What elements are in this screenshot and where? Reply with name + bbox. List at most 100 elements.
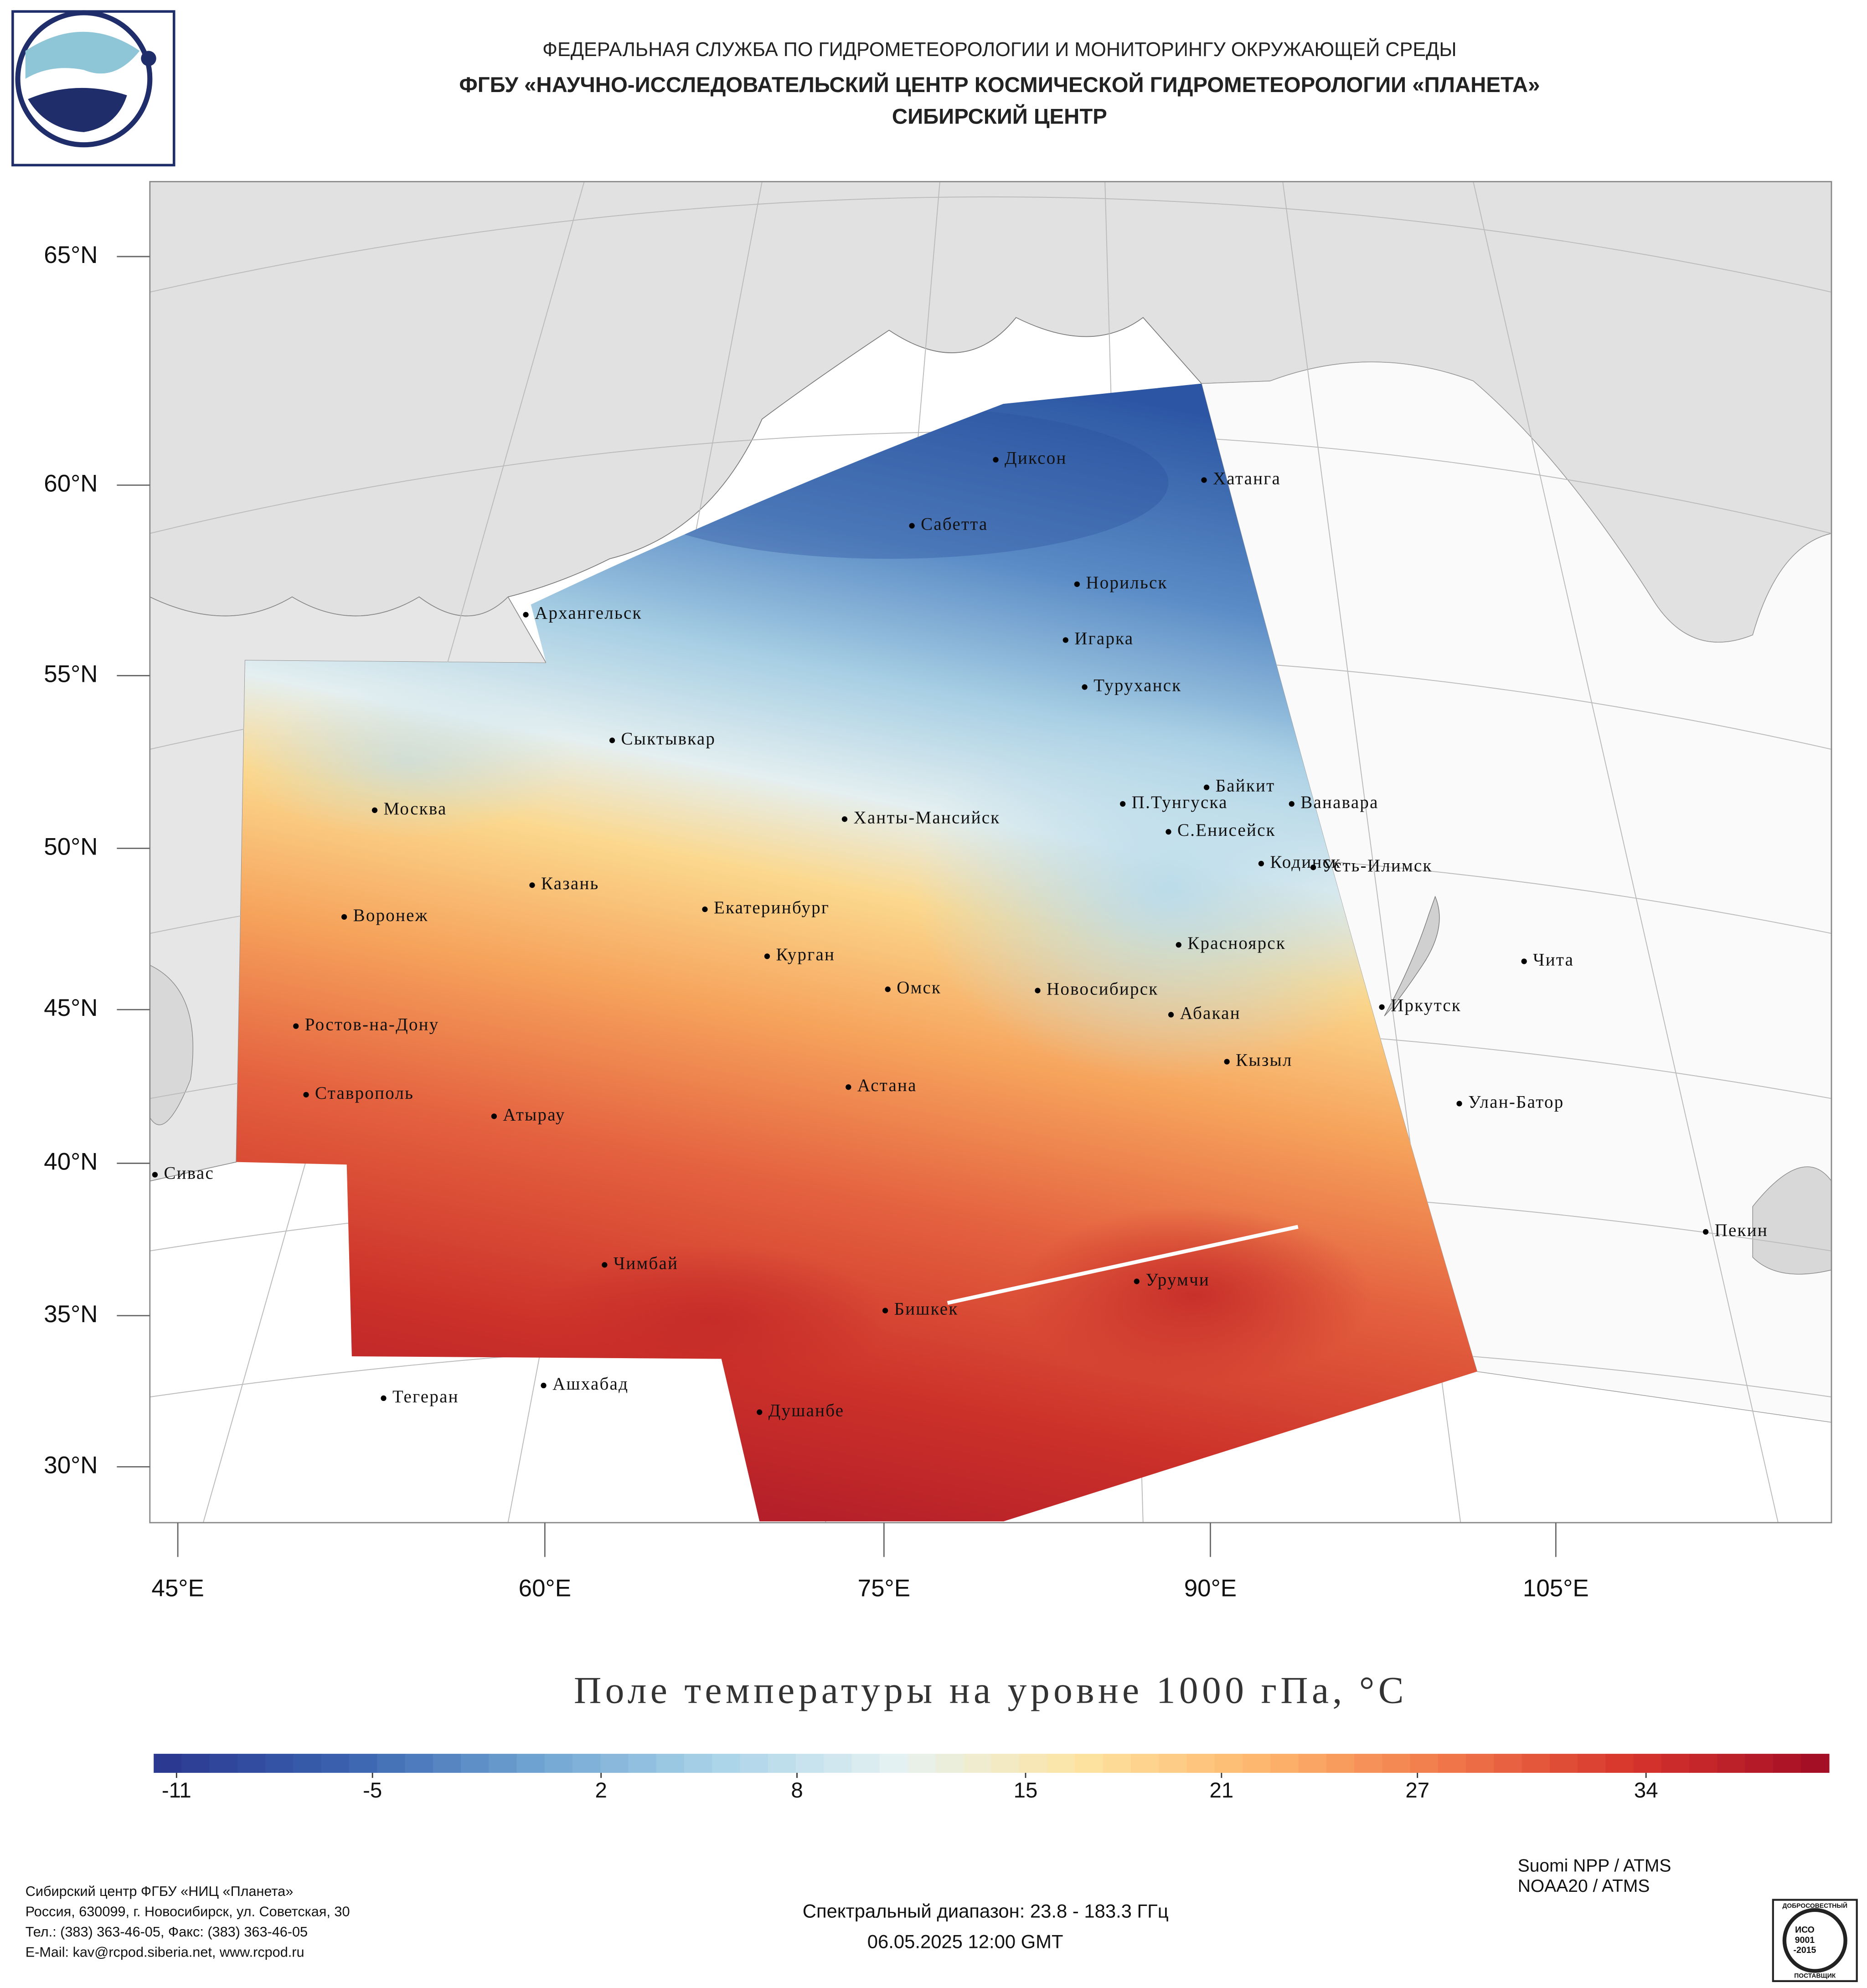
badge-text: ПОСТАВЩИК [1794, 1972, 1836, 1979]
lon-label: 75°E [858, 1575, 910, 1602]
city-dot [764, 953, 770, 959]
lat-label: 30°N [44, 1452, 98, 1478]
city-dot [381, 1395, 387, 1401]
city-label: Екатеринбург [714, 898, 830, 917]
satellite: NOAA20 / ATMS [1518, 1876, 1650, 1896]
city-label: Сивас [164, 1163, 214, 1183]
logo [11, 10, 175, 167]
address-line: Россия, 630099, г. Новосибирск, ул. Сове… [26, 1904, 350, 1919]
city-label: Сыктывкар [621, 729, 716, 749]
colorbar-cell [460, 1754, 490, 1773]
city-dot [909, 523, 915, 529]
colorbar-cell [1745, 1754, 1774, 1773]
city-label: Улан-Батор [1468, 1092, 1564, 1112]
city-dot [702, 906, 708, 912]
colorbar-cell [1103, 1754, 1132, 1773]
colorbar-cell [377, 1754, 406, 1773]
lat-label: 45°N [44, 994, 98, 1021]
address-line: E-Mail: kav@rcpod.siberia.net, www.rcpod… [26, 1945, 304, 1960]
colorbar-cell [433, 1754, 462, 1773]
satellite: Suomi NPP / ATMS [1518, 1856, 1671, 1875]
colorbar-cell [1326, 1754, 1355, 1773]
colorbar-cell [824, 1754, 852, 1773]
badge-ring [1782, 1908, 1847, 1973]
city-label: Абакан [1180, 1003, 1241, 1023]
city-label: Чимбай [614, 1253, 678, 1273]
colorbar-cell [321, 1754, 350, 1773]
colorbar-tick-label: 21 [1210, 1778, 1234, 1803]
colorbar-cell [656, 1754, 685, 1773]
colorbar-cell [879, 1754, 908, 1773]
colorbar-cell [1549, 1754, 1578, 1773]
colorbar-cell [1438, 1754, 1467, 1773]
city-label: Казань [541, 874, 599, 893]
city-dot [491, 1113, 497, 1119]
colorbar-cell [991, 1754, 1020, 1773]
city-label: Ростов-на-Дону [305, 1015, 439, 1034]
city-dot [341, 914, 347, 920]
city-dot [1224, 1059, 1230, 1065]
city-dot [293, 1023, 299, 1029]
colorbar-cell [154, 1754, 182, 1773]
colorbar-cell [237, 1754, 266, 1773]
colorbar-cell [1521, 1754, 1550, 1773]
city-label: Сабетта [921, 515, 988, 534]
city-label: Норильск [1086, 573, 1167, 592]
colorbar-cell [740, 1754, 768, 1773]
city-dot [1168, 1012, 1174, 1018]
city-dot [1702, 1229, 1709, 1235]
city-dot [1201, 477, 1207, 483]
lat-label: 40°N [44, 1148, 98, 1175]
city-label: Тегеран [392, 1387, 459, 1406]
city-dot [1521, 958, 1527, 964]
header-line: ФГБУ «НАУЧНО-ИССЛЕДОВАТЕЛЬСКИЙ ЦЕНТР КОС… [459, 72, 1540, 97]
city-dot [1074, 581, 1080, 587]
colorbar-cell [1159, 1754, 1187, 1773]
city-dot [1176, 942, 1181, 948]
colorbar-cell [1243, 1754, 1271, 1773]
city-label: Урумчи [1145, 1270, 1210, 1290]
colorbar-cell [1578, 1754, 1606, 1773]
city-dot [529, 882, 535, 888]
badge-text: ДОБРОСОВЕСТНЫЙ [1783, 1901, 1847, 1909]
map-frame [149, 181, 1832, 1524]
colorbar-cell [181, 1754, 210, 1773]
colorbar-tick-label: 8 [791, 1778, 803, 1803]
colorbar-cell [265, 1754, 294, 1773]
colorbar-cell [796, 1754, 825, 1773]
colorbar-cell [1019, 1754, 1048, 1773]
colorbar-cell [1801, 1754, 1830, 1773]
colorbar-tick-label: -5 [363, 1778, 382, 1803]
badge-text: ИСО [1795, 1925, 1815, 1935]
colorbar-cell [293, 1754, 322, 1773]
city-dot [602, 1262, 608, 1268]
city-label: Туруханск [1093, 675, 1181, 695]
colorbar-cell [1773, 1754, 1802, 1773]
city-dot [152, 1172, 158, 1178]
colorbar-cell [1633, 1754, 1662, 1773]
colorbar-cell [544, 1754, 573, 1773]
city-label: Иркутск [1391, 996, 1461, 1015]
lon-label: 45°E [151, 1575, 204, 1602]
city-label: Новосибирск [1047, 979, 1158, 999]
city-label: П.Тунгуска [1132, 793, 1228, 812]
city-dot [882, 1308, 888, 1313]
lon-label: 60°E [519, 1575, 571, 1602]
city-label: Ханты-Мансийск [853, 808, 1000, 827]
city-dot [1035, 988, 1041, 994]
city-label: Игарка [1074, 628, 1134, 648]
lat-label: 55°N [44, 660, 98, 687]
address-line: Сибирский центр ФГБУ «НИЦ «Планета» [26, 1884, 294, 1899]
city-label: Курган [776, 945, 835, 964]
lon-label: 90°E [1184, 1575, 1237, 1602]
city-label: Красноярск [1187, 933, 1286, 953]
colorbar-cell [349, 1754, 378, 1773]
city-dot [1456, 1101, 1462, 1107]
city-label: Кызыл [1236, 1050, 1292, 1070]
city-dot [609, 737, 615, 743]
city-label: Воронеж [353, 906, 428, 925]
header-line: ФЕДЕРАЛЬНАЯ СЛУЖБА ПО ГИДРОМЕТЕОРОЛОГИИ … [542, 38, 1457, 61]
city-dot [885, 986, 891, 992]
colorbar-cell [209, 1754, 238, 1773]
badge-text: -2015 [1794, 1945, 1816, 1955]
